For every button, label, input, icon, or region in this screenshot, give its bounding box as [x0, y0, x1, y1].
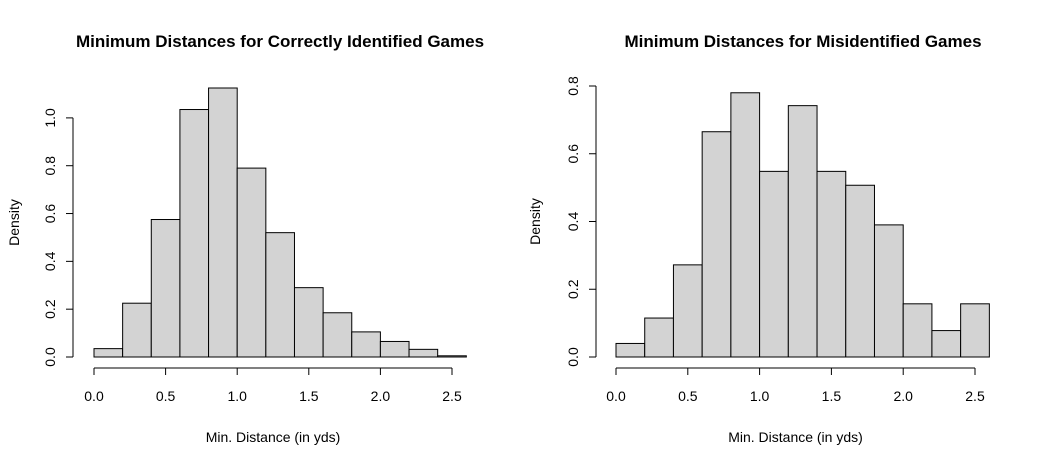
histogram-bar: [265, 232, 295, 358]
x-tick-label: 0.0: [84, 388, 104, 404]
histogram-bar: [787, 105, 818, 358]
x-tick-label: 2.5: [965, 388, 985, 404]
histogram-bar: [208, 87, 238, 358]
y-tick-label: 0.4: [42, 251, 58, 271]
y-tick-label: 0.8: [42, 156, 58, 176]
histogram-bar: [931, 330, 962, 358]
x-axis-label: Min. Distance (in yds): [728, 429, 863, 445]
histogram-bar: [960, 303, 990, 358]
histogram-bar: [379, 340, 410, 358]
y-tick-label: 0.0: [42, 347, 58, 367]
x-tick-label: 1.0: [227, 388, 247, 404]
histogram-bar: [122, 302, 152, 358]
histogram-bar: [236, 167, 267, 358]
y-tick-label: 0.0: [565, 347, 581, 367]
x-tick-label: 2.5: [442, 388, 462, 404]
histogram-bar: [408, 348, 439, 358]
histogram-bar: [759, 170, 789, 358]
chart-title: Minimum Distances for Misidentified Game…: [624, 32, 981, 51]
y-tick-label: 0.6: [565, 144, 581, 164]
x-tick-label: 2.0: [893, 388, 913, 404]
x-tick-label: 0.5: [678, 388, 698, 404]
histogram-bar: [351, 331, 381, 358]
x-tick-label: 0.5: [156, 388, 176, 404]
x-tick-label: 1.5: [822, 388, 842, 404]
histogram-bar: [701, 131, 732, 358]
x-tick-label: 0.0: [606, 388, 626, 404]
y-tick-label: 0.4: [565, 212, 581, 232]
y-axis-label: Density: [6, 199, 22, 246]
histogram-bar: [902, 303, 933, 358]
histogram-bar: [730, 92, 761, 358]
y-tick-label: 0.2: [565, 279, 581, 299]
y-tick-label: 1.0: [42, 108, 58, 128]
histogram-bar: [93, 348, 124, 358]
y-tick-label: 0.8: [565, 76, 581, 96]
histogram-bar: [816, 170, 847, 358]
histogram-bar: [322, 312, 353, 358]
histogram-bar: [644, 317, 674, 358]
histogram-bar: [615, 342, 646, 358]
histogram-bar: [437, 355, 467, 358]
histogram-bar: [873, 224, 904, 358]
chart-panel-2: Minimum Distances for Misidentified Game…: [527, 32, 990, 445]
histogram-bar: [293, 287, 324, 358]
x-axis-label: Min. Distance (in yds): [206, 429, 341, 445]
x-tick-label: 1.5: [299, 388, 319, 404]
x-tick-label: 2.0: [371, 388, 391, 404]
y-axis-label: Density: [527, 198, 543, 245]
x-tick-label: 1.0: [750, 388, 770, 404]
y-tick-label: 0.2: [42, 299, 58, 319]
histogram-bar: [845, 184, 875, 358]
histogram-bar: [672, 264, 703, 358]
chart-title: Minimum Distances for Correctly Identifi…: [76, 32, 484, 51]
chart-panel-1: Minimum Distances for Correctly Identifi…: [6, 32, 484, 445]
histogram-bar: [179, 109, 210, 358]
histogram-bar: [150, 219, 181, 358]
y-tick-label: 0.6: [42, 204, 58, 224]
